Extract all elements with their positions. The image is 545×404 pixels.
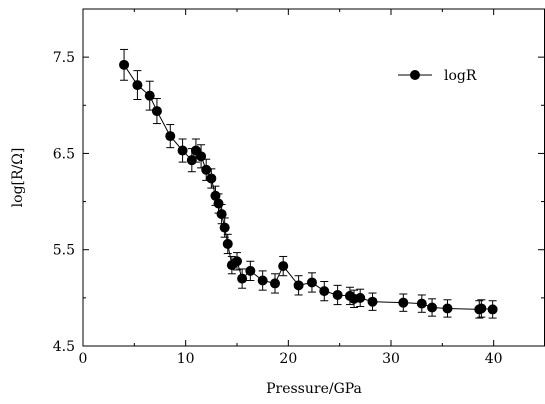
data-point (119, 60, 129, 70)
plot-frame (83, 9, 545, 346)
data-point (223, 239, 233, 249)
data-point (270, 278, 280, 288)
data-point (398, 298, 408, 308)
tick-labels: 0 10 20 30 40 4.5 5.5 6.5 7.5 (53, 50, 503, 367)
y-tick-label: 4.5 (53, 339, 75, 355)
data-point (355, 293, 365, 303)
x-tick-label: 0 (79, 351, 88, 367)
data-point (237, 274, 247, 284)
x-tick-label: 10 (177, 351, 195, 367)
data-point (307, 277, 317, 287)
data-point (145, 91, 155, 101)
data-point (319, 286, 329, 296)
data-point (152, 106, 162, 116)
data-point (333, 290, 343, 300)
data-point (245, 266, 255, 276)
plot-area (119, 49, 498, 318)
data-point (206, 173, 216, 183)
data-point (187, 155, 197, 165)
data-point (442, 303, 452, 313)
data-point (488, 304, 498, 314)
data-point (196, 151, 206, 161)
data-point (417, 299, 427, 309)
data-point (476, 303, 486, 313)
legend: logR (398, 68, 477, 84)
data-point (427, 302, 437, 312)
data-point (232, 256, 242, 266)
data-point (201, 165, 211, 175)
data-point (368, 297, 378, 307)
legend-label-logR: logR (444, 68, 477, 84)
data-point (258, 276, 268, 286)
data-point (132, 80, 142, 90)
y-tick-label: 5.5 (53, 243, 75, 259)
y-axis-label: log[R/Ω] (10, 148, 26, 208)
data-point (165, 131, 175, 141)
x-tick-label: 40 (485, 351, 503, 367)
x-axis-label: Pressure/GPa (266, 381, 362, 397)
x-tick-label: 30 (382, 351, 400, 367)
x-tick-label: 20 (279, 351, 297, 367)
data-point (178, 146, 188, 156)
axis-ticks (83, 9, 545, 346)
y-tick-label: 6.5 (53, 146, 75, 162)
data-point (278, 261, 288, 271)
y-tick-label: 7.5 (53, 50, 75, 66)
legend-marker-swatch (410, 70, 420, 80)
data-point (220, 223, 230, 233)
data-point (294, 280, 304, 290)
